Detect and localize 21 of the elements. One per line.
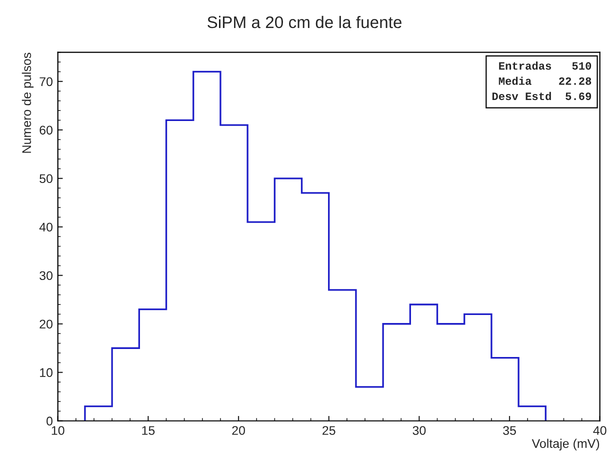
chart-title: SiPM a 20 cm de la fuente [208, 16, 402, 28]
y-tick-label: 40 [39, 222, 53, 232]
annotation: Media 22.28 [498, 76, 592, 85]
y-tick-label: 0 [46, 416, 53, 426]
y-tick-label: 20 [40, 320, 53, 329]
x-tick-label: 25 [322, 426, 336, 435]
x-tick-label: 35 [503, 426, 516, 435]
x-axis-title: Voltaje (mV) [532, 438, 600, 450]
x-tick-label: 15 [142, 426, 155, 435]
x-tick-label: 30 [412, 426, 426, 435]
y-tick-label: 70 [40, 77, 53, 86]
y-axis-title: Numero de pulsos [22, 52, 34, 153]
annotation: Desv Estd 5.69 [492, 92, 592, 100]
y-tick-label: 30 [40, 271, 53, 280]
x-tick-label: 20 [232, 426, 245, 435]
y-tick-label: 10 [40, 368, 53, 378]
annotation: Entradas 510 [499, 62, 592, 70]
y-tick-label: 50 [40, 174, 53, 184]
x-tick-label: 40 [593, 426, 606, 435]
x-tick-label: 10 [52, 426, 64, 435]
y-tick-label: 60 [40, 126, 53, 135]
